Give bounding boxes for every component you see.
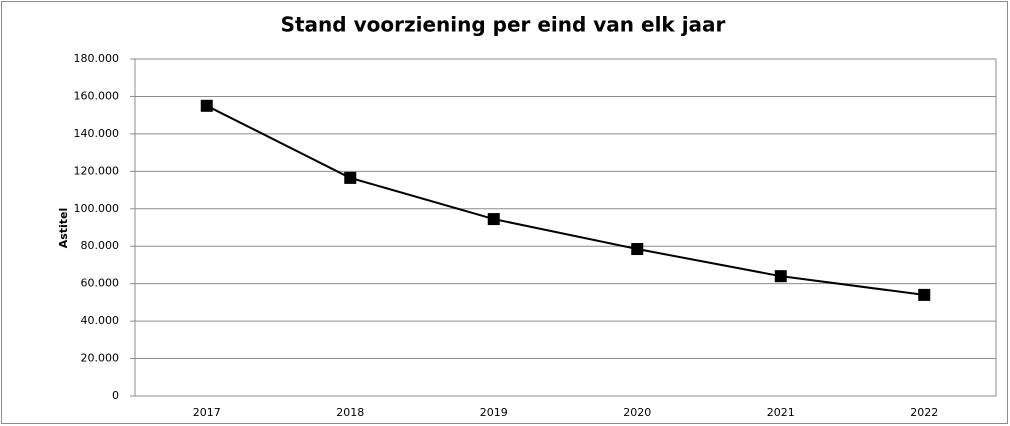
y-tick-label: 80.000 <box>81 239 120 252</box>
marker <box>918 288 931 301</box>
y-tick-label: 140.000 <box>74 127 120 140</box>
y-tick-label: 120.000 <box>74 164 120 177</box>
x-tick-label: 2018 <box>336 406 364 419</box>
marker <box>487 213 500 226</box>
y-tick-label: 160.000 <box>74 89 120 102</box>
x-tick-label: 2020 <box>623 406 651 419</box>
marker <box>631 243 644 256</box>
marker <box>774 270 787 283</box>
y-axis-label: Astitel <box>57 208 70 249</box>
x-tick-label: 2022 <box>910 406 938 419</box>
y-tick-label: 100.000 <box>74 202 120 215</box>
chart-title: Stand voorziening per eind van elk jaar <box>281 13 726 37</box>
x-tick-label: 2021 <box>767 406 795 419</box>
y-tick-label: 60.000 <box>81 277 120 290</box>
y-tick-label: 0 <box>112 389 119 402</box>
y-tick-label: 40.000 <box>81 314 120 327</box>
x-tick-label: 2019 <box>480 406 508 419</box>
marker <box>200 99 213 112</box>
marker <box>344 171 357 184</box>
line <box>206 104 925 296</box>
y-tick-label: 20.000 <box>81 352 120 365</box>
x-tick-label: 2017 <box>193 406 221 419</box>
y-tick-label: 180.000 <box>74 52 120 65</box>
